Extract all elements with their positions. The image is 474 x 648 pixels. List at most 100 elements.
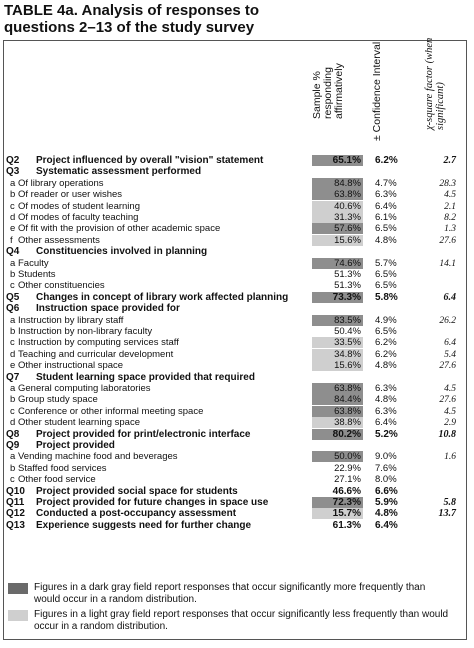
row-number: b	[10, 326, 16, 337]
row-label: Other assessments	[18, 234, 100, 246]
row-label: Other food service	[18, 474, 96, 486]
chi-square: 5.8	[443, 497, 457, 508]
confidence-interval: 6.3%	[375, 383, 397, 394]
confidence-interval: 6.4%	[375, 200, 397, 212]
table-row: Q3 Systematic assessment performed	[6, 166, 461, 178]
legend-text: Figures in a dark gray field report resp…	[34, 582, 426, 605]
sample-percent: 51.3%	[334, 280, 361, 292]
row-number: b	[10, 189, 16, 201]
row-number: d	[10, 348, 16, 360]
header-chi: χ-square factor (when significant)	[424, 38, 446, 152]
table-row: d Other student learning space 38.8% 6.4% 2.…	[6, 417, 461, 429]
sample-percent: 57.6%	[312, 223, 363, 235]
row-label: Teaching and curricular development	[18, 348, 174, 360]
header-sample: Sample % responding affirmatively	[311, 52, 345, 152]
sample-percent: 22.9%	[334, 462, 361, 474]
row-label: Conducted a post-occupancy assessment	[36, 508, 237, 520]
header-ci-text: ± Confidence Interval	[371, 41, 383, 141]
title-line-2: questions 2–13 of the study survey	[4, 19, 255, 36]
row-number: Q7	[6, 371, 20, 383]
table-row: Q9 Project provided	[6, 440, 461, 452]
sample-percent: 46.6%	[332, 485, 361, 497]
table-row: a Instruction by library staff 83.5% 4.9% 26…	[6, 314, 461, 327]
sample-percent: 33.5%	[312, 337, 363, 349]
chi-square: 1.6	[444, 452, 456, 463]
table-row: Q8 Project provided for print/electronic …	[6, 428, 461, 441]
row-label: Of modes of faculty teaching	[18, 212, 139, 223]
row-number: e	[10, 223, 16, 235]
row-label: Instruction by computing services staff	[18, 337, 179, 349]
row-label: Instruction by library staff	[18, 314, 124, 326]
row-number: Q4	[6, 246, 20, 258]
chi-square: 28.3	[439, 178, 456, 189]
table-row: a Of library operations 84.8% 4.7% 28.3	[6, 177, 461, 190]
confidence-interval: 4.8%	[375, 360, 397, 372]
confidence-interval: 6.1%	[375, 212, 397, 223]
sample-percent: 63.8%	[312, 405, 363, 417]
table-row: Q4 Constituencies involved in planning	[6, 246, 461, 258]
table-row: a Vending machine food and beverages 50.0%…	[6, 451, 461, 463]
confidence-interval: 6.5%	[375, 223, 397, 235]
table-title: TABLE 4a. Analysis of responses to quest…	[4, 2, 259, 36]
row-label: Faculty	[18, 257, 49, 269]
row-number: Q9	[6, 440, 20, 451]
chi-square: 4.5	[444, 384, 456, 394]
confidence-interval: 6.5%	[375, 326, 397, 337]
confidence-interval: 6.2%	[375, 337, 397, 349]
table-row: e Other instructional space 15.6% 4.8% 27.6	[6, 360, 461, 372]
legend-text: Figures in a light gray field report res…	[34, 609, 449, 632]
chi-square: 1.3	[444, 224, 456, 235]
legend-swatch	[8, 583, 28, 594]
row-number: c	[10, 200, 15, 212]
row-label: Students	[18, 269, 56, 280]
row-number: f	[10, 234, 13, 246]
chi-square: 2.7	[443, 155, 457, 166]
confidence-interval: 6.2%	[375, 348, 397, 360]
confidence-interval: 4.9%	[375, 314, 397, 326]
chi-square: 4.5	[444, 190, 456, 201]
row-number: a	[10, 177, 16, 189]
row-label: Other instructional space	[18, 360, 124, 372]
row-label: Of library operations	[18, 177, 104, 189]
sample-percent: 73.3%	[312, 291, 363, 303]
sample-percent: 63.8%	[312, 189, 363, 201]
row-label: Instruction by non-library faculty	[18, 326, 153, 337]
table-row: b Of reader or user wishes 63.8% 6.3% 4.5	[6, 189, 461, 201]
header-chi-text: χ-square factor (when significant)	[424, 37, 446, 130]
sample-percent: 51.3%	[334, 269, 361, 280]
table-row: c Other food service 27.1% 8.0%	[6, 474, 461, 486]
row-label: Staffed food services	[18, 462, 107, 474]
table-row: c Other constituencies 51.3% 6.5%	[6, 280, 461, 292]
table-row: Q5 Changes in concept of library work aff…	[6, 291, 461, 304]
sample-percent: 84.4%	[312, 394, 363, 406]
row-label: Project provided for future changes in s…	[36, 497, 269, 508]
table-row: d Of modes of faculty teaching 31.3% 6.1% 8.…	[6, 212, 461, 224]
table-row: a Faculty 74.6% 5.7% 14.1	[6, 257, 461, 270]
chi-square: 2.9	[444, 418, 456, 429]
row-number: Q11	[6, 497, 25, 508]
chi-square: 27.6	[439, 361, 456, 372]
row-number: c	[10, 337, 15, 349]
confidence-interval: 7.6%	[375, 462, 397, 474]
sample-percent: 34.8%	[312, 348, 363, 360]
confidence-interval: 6.2%	[375, 155, 398, 166]
chi-square: 26.2	[439, 315, 456, 326]
row-number: c	[10, 405, 15, 417]
sample-percent: 83.5%	[312, 314, 363, 326]
table-row: e Of fit with the provision of other acad…	[6, 223, 461, 235]
table-row: Q2 Project influenced by overall "vision"…	[6, 155, 461, 167]
sample-percent: 15.7%	[312, 508, 363, 520]
row-number: e	[10, 360, 16, 372]
row-number: c	[10, 474, 15, 486]
sample-percent: 80.2%	[312, 428, 363, 440]
row-number: a	[10, 451, 16, 463]
sample-percent: 63.8%	[312, 383, 363, 394]
sample-percent: 61.3%	[332, 519, 361, 531]
row-label: Project influenced by overall "vision" s…	[36, 155, 264, 166]
row-label: Other student learning space	[18, 417, 140, 429]
row-number: Q6	[6, 303, 20, 315]
table-row: Q10 Project provided social space for stu…	[6, 486, 461, 498]
confidence-interval: 6.5%	[375, 280, 397, 292]
row-label: Of modes of student learning	[18, 200, 140, 212]
row-label: Experience suggests need for further cha…	[36, 519, 252, 531]
